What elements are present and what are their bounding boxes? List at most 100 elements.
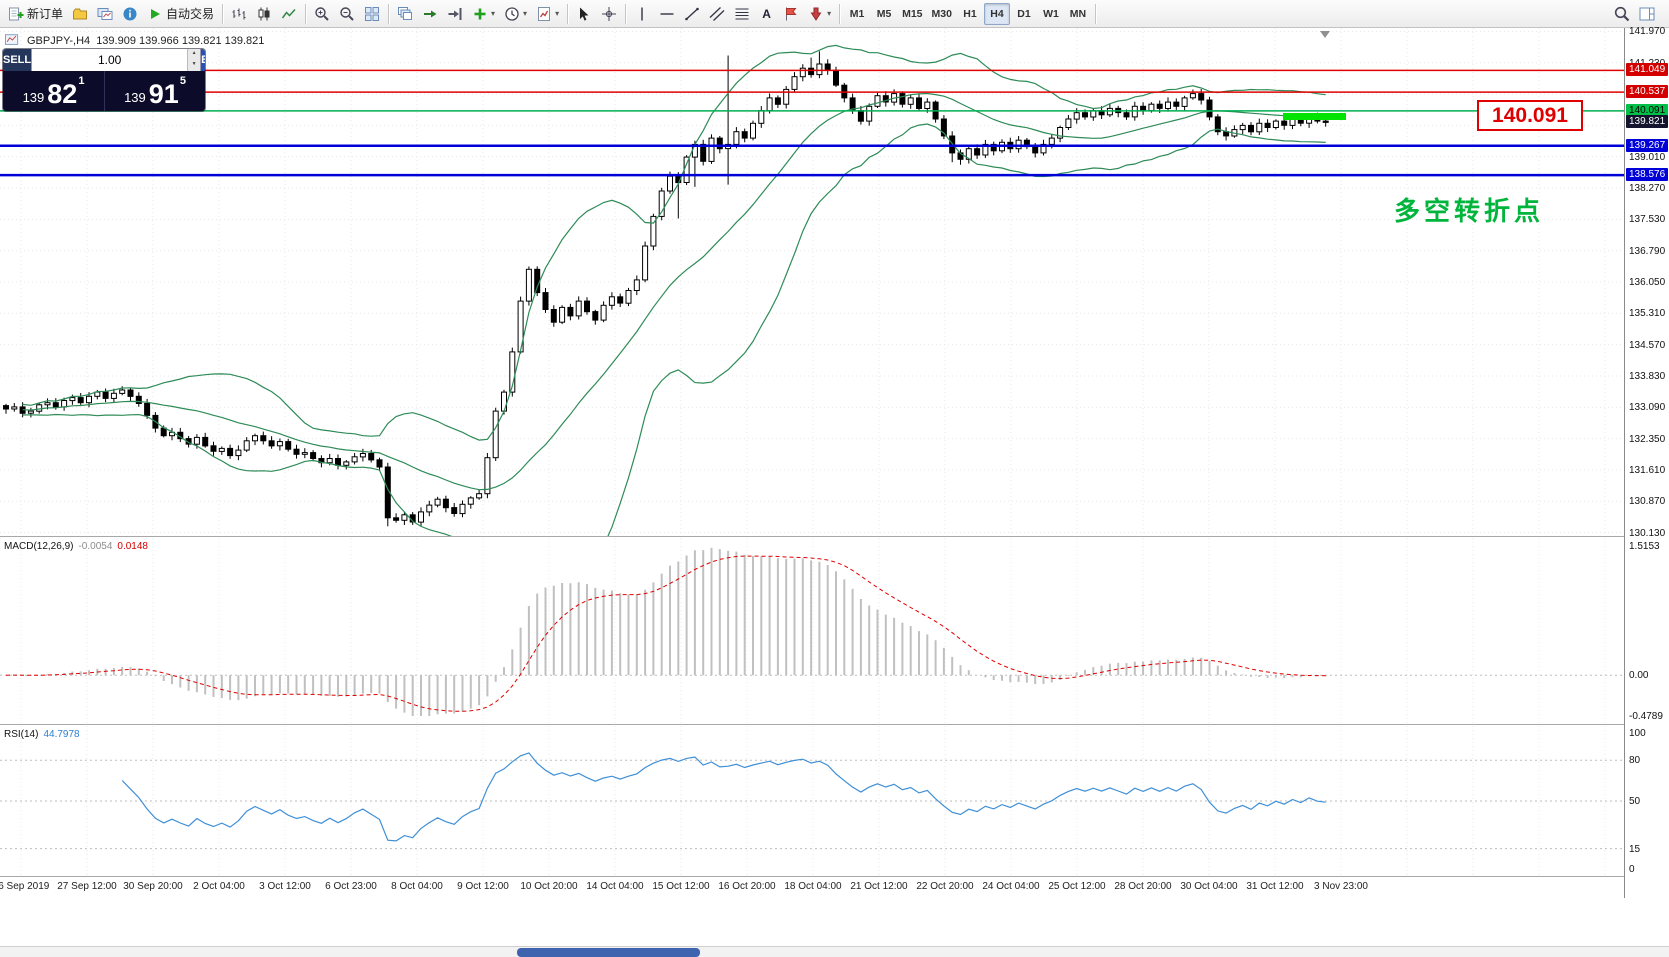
price-badge: 140.091 [1626,104,1669,117]
timeframe-w1-button[interactable]: W1 [1043,7,1059,20]
zoom-in-button[interactable] [310,3,334,25]
toolbar-separator [388,3,390,24]
toolbar-separator [305,3,307,24]
price-badge: 138.576 [1626,168,1669,181]
tile-windows-icon [364,6,380,22]
time-label: 2 Oct 04:00 [193,881,245,892]
scrollbar-thumb[interactable] [517,948,700,957]
timeframe-d1-button[interactable]: D1 [1017,7,1031,20]
profiles-button[interactable] [68,3,92,25]
candlestick-chart-icon [256,6,272,22]
horizontal-line-button[interactable] [655,3,679,25]
time-label: 3 Oct 12:00 [259,881,311,892]
pane-splitter[interactable] [0,724,1669,726]
trendline-button[interactable] [680,3,704,25]
timeframe-m1-button[interactable]: M1 [849,7,865,20]
sell-button[interactable]: SELL [3,49,32,71]
timeframe-m15-button[interactable]: M15 [902,7,923,20]
data-window-button[interactable] [1635,3,1659,25]
price-badge: 139.821 [1626,115,1669,128]
templates-button[interactable]: ▾ [532,3,563,25]
price-tick: 131.610 [1629,465,1666,476]
chart-shift-button[interactable] [443,3,467,25]
macd-plot[interactable] [0,538,1624,724]
line-chart-button[interactable] [277,3,301,25]
volume-stepper[interactable]: ▲ ▼ [31,49,202,71]
price-tick: 135.310 [1629,308,1666,319]
timeframe-h1-button[interactable]: H1 [963,7,977,20]
time-label: 16 Oct 20:00 [718,881,776,892]
highlight-segment [1283,113,1346,120]
price-annotation-box[interactable]: 140.091 [1477,100,1583,131]
tile-windows-button[interactable] [360,3,384,25]
horizontal-scrollbar[interactable] [0,946,1669,957]
macd-scale-tick: 0.00 [1629,670,1649,681]
rsi-pane[interactable]: RSI(14) 44.7978 [0,726,1624,876]
text-icon: A [762,6,771,21]
price-tick: 132.350 [1629,434,1666,445]
text-label-button[interactable] [779,3,803,25]
price-tick: 141.970 [1629,26,1666,37]
auto-trading-icon [147,6,163,22]
charts-window-button[interactable] [93,3,117,25]
rsi-scale-tick: 50 [1629,796,1641,807]
volume-input[interactable] [32,49,188,71]
timeframe-m30-button[interactable]: M30 [931,7,952,20]
toolbar-separator [1094,3,1096,24]
volume-down-icon[interactable]: ▼ [188,60,201,71]
search-button[interactable] [1610,3,1634,25]
auto-trading-button[interactable]: 自动交易 [143,3,218,25]
toolbar-separator [222,3,224,24]
auto-scroll-button[interactable] [418,3,442,25]
price-tick: 133.830 [1629,371,1666,382]
timeframe-h4-button[interactable]: H4 [983,2,1010,25]
rsi-plot[interactable] [0,726,1624,876]
symbol-label: GBPJPY-,H4 [27,35,91,47]
rsi-scale-tick: 100 [1629,728,1646,739]
timeframe-m5-button[interactable]: M5 [876,7,892,20]
buy-button[interactable]: BUY [201,49,205,71]
bar-chart-button[interactable] [227,3,251,25]
price-axis[interactable]: 141.970141.230139.010138.270137.530136.7… [1624,26,1669,898]
equidistant-channel-button[interactable] [705,3,729,25]
price-tick: 134.570 [1629,340,1666,351]
one-click-trading-panel: SELL ▲ ▼ BUY 139 82 1 139 [3,49,205,111]
crosshair-button[interactable] [597,3,621,25]
price-badge: 139.267 [1626,139,1669,152]
toolbar-separator [567,3,569,24]
arrows-icon [808,6,824,22]
cascade-windows-button[interactable] [393,3,417,25]
volume-up-icon[interactable]: ▲ [188,49,201,60]
indicators-button[interactable]: ▾ [468,3,499,25]
turning-point-annotation[interactable]: 多空转折点 [1394,196,1545,226]
main-chart-plot[interactable] [0,28,1624,536]
zoom-out-button[interactable] [335,3,359,25]
trendline-icon [684,6,700,22]
pane-splitter[interactable] [0,536,1669,538]
buy-price[interactable]: 139 91 5 [104,71,205,111]
cursor-button[interactable] [572,3,596,25]
periods-button[interactable]: ▾ [500,3,531,25]
macd-pane[interactable]: MACD(12,26,9) -0.0054 0.0148 [0,538,1624,724]
time-label: 18 Oct 04:00 [784,881,842,892]
time-axis[interactable]: 26 Sep 2019 27 Sep 12:00 30 Sep 20:00 2 Oct… [0,877,1624,898]
cursor-icon [576,6,592,22]
sell-price[interactable]: 139 82 1 [22,75,85,109]
time-label: 22 Oct 20:00 [916,881,974,892]
time-label: 6 Oct 23:00 [325,881,377,892]
rsi-line [121,752,1326,842]
timeframe-mn-button[interactable]: MN [1069,7,1087,20]
vertical-line-button[interactable] [630,3,654,25]
fibonacci-button[interactable] [730,3,754,25]
candlestick-chart-button[interactable] [252,3,276,25]
main-chart-pane[interactable]: GBPJPY-,H4 139.909 139.966 139.821 139.8… [0,28,1624,536]
new-order-button[interactable]: 新订单 [4,3,67,25]
market-info-button[interactable] [118,3,142,25]
macd-scale-tick: -0.4789 [1629,711,1663,722]
auto-trading-button-label: 自动交易 [166,7,215,21]
arrows-button[interactable]: ▾ [804,3,835,25]
time-label: 14 Oct 04:00 [586,881,644,892]
ohlc-values: 139.909 139.966 139.821 139.821 [96,35,265,47]
market-info-icon [122,6,138,22]
text-button[interactable]: A [755,3,778,25]
